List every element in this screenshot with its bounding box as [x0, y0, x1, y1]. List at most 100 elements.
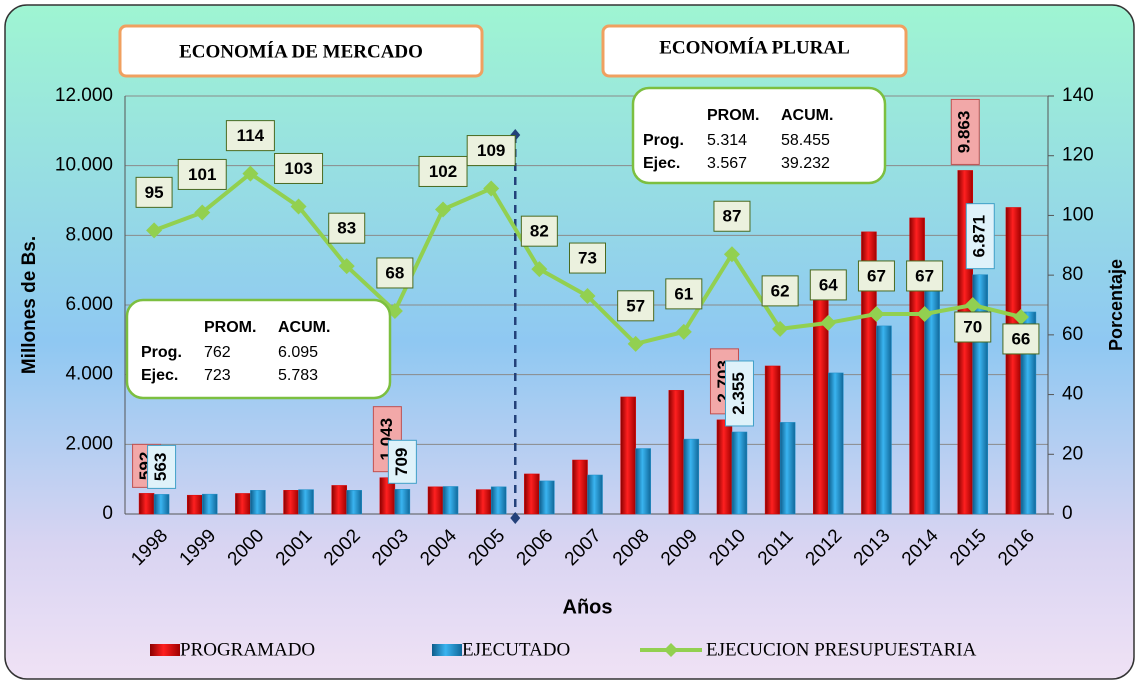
label-box: [135, 176, 173, 208]
line-marker: [146, 222, 163, 239]
legend-swatch: [432, 644, 462, 656]
label-box: [965, 203, 995, 270]
period-label: ECONOMÍA PLURAL: [659, 36, 850, 58]
line-value-label: 103: [284, 159, 312, 178]
summary-value: 39.232: [781, 155, 830, 172]
bar: [250, 490, 266, 515]
label-box: [520, 215, 558, 247]
label-box: [665, 278, 703, 310]
line-marker: [868, 305, 885, 322]
bar: [524, 473, 540, 515]
line-marker: [627, 335, 644, 352]
summary-box: [631, 86, 887, 185]
legend-label: PROGRAMADO: [180, 639, 315, 660]
label-box: [376, 257, 414, 289]
line-marker: [194, 204, 211, 221]
label-box: [724, 360, 754, 427]
label-box: [328, 212, 366, 244]
y-tick-label: 4.000: [65, 364, 113, 385]
line-marker: [290, 198, 307, 215]
line-value-label: 64: [819, 275, 838, 294]
legend-label: EJECUTADO: [462, 639, 570, 660]
line-marker: [675, 323, 692, 340]
line-value-label: 70: [963, 317, 982, 336]
summary-header: PROM.: [707, 107, 759, 124]
bar: [427, 486, 444, 515]
summary-box: [125, 298, 392, 400]
summary-header: PROM.: [204, 319, 256, 336]
label-box: [761, 275, 799, 307]
line-marker: [820, 314, 837, 331]
bar: [138, 493, 155, 515]
line-marker: [579, 288, 596, 305]
bar: [298, 489, 314, 515]
y-tick-label: 2.000: [65, 433, 113, 454]
y-tick-label: 12.000: [55, 85, 113, 106]
line-value-label: 109: [477, 141, 505, 160]
bar: [346, 490, 362, 515]
bar: [475, 489, 492, 515]
bar: [764, 365, 781, 515]
y-axis-title: Millones de Bs.: [19, 236, 40, 374]
line-value-label: 83: [337, 219, 356, 238]
line-value-label: 73: [578, 249, 597, 268]
summary-header: ACUM.: [278, 319, 330, 336]
y2-tick-label: 140: [1062, 85, 1094, 106]
summary-value: 3.567: [707, 155, 747, 172]
bar: [620, 396, 636, 515]
bar: [539, 480, 555, 515]
line-value-label: 68: [385, 263, 404, 282]
summary-row-label: Prog.: [643, 132, 684, 149]
bar: [572, 459, 588, 515]
line-value-label: 57: [626, 296, 645, 315]
line-value-label: 102: [429, 162, 457, 181]
period-label: ECONOMÍA DE MERCADO: [179, 40, 423, 62]
label-box: [954, 311, 992, 343]
label-box: [617, 290, 655, 322]
bar: [668, 390, 685, 515]
y2-axis-title: Porcentaje: [1106, 259, 1126, 351]
bar-value-label: 6.871: [970, 215, 989, 258]
bar: [716, 419, 733, 515]
label-box: [713, 200, 751, 232]
y2-tick-label: 0: [1062, 503, 1073, 524]
summary-value: 6.095: [278, 344, 318, 361]
bar: [490, 486, 507, 515]
line-value-label: 61: [674, 284, 693, 303]
bar-value-label: 563: [151, 453, 170, 481]
y-tick-label: 8.000: [65, 224, 113, 245]
label-box: [1002, 323, 1040, 355]
legend-label: EJECUCION PRESUPUESTARIA: [706, 639, 977, 660]
summary-row-label: Prog.: [141, 344, 182, 361]
bar: [153, 494, 170, 515]
bar: [828, 372, 844, 515]
bar: [394, 489, 411, 515]
bar: [924, 287, 940, 515]
line-value-label: 66: [1011, 329, 1030, 348]
period-box: [118, 24, 484, 78]
bar: [813, 296, 829, 515]
bar: [235, 493, 251, 515]
line-marker: [723, 246, 740, 263]
line-value-label: 62: [771, 281, 790, 300]
label-box: [466, 135, 516, 167]
line-marker: [916, 305, 933, 322]
line-value-label: 67: [915, 266, 934, 285]
summary-value: 723: [204, 367, 231, 384]
line-value-label: 114: [237, 126, 265, 145]
y2-tick-label: 120: [1062, 145, 1094, 166]
line-marker: [242, 165, 259, 182]
bar-value-label: 709: [392, 448, 411, 476]
y2-tick-label: 40: [1062, 384, 1083, 405]
bar: [635, 448, 651, 515]
bar: [283, 490, 299, 515]
line-value-label: 101: [188, 165, 216, 184]
line-marker: [435, 201, 452, 218]
legend-marker: [664, 643, 678, 657]
label-box: [274, 152, 324, 184]
label-box: [950, 98, 980, 165]
summary-value: 5.783: [278, 367, 318, 384]
line-value-label: 67: [867, 266, 886, 285]
